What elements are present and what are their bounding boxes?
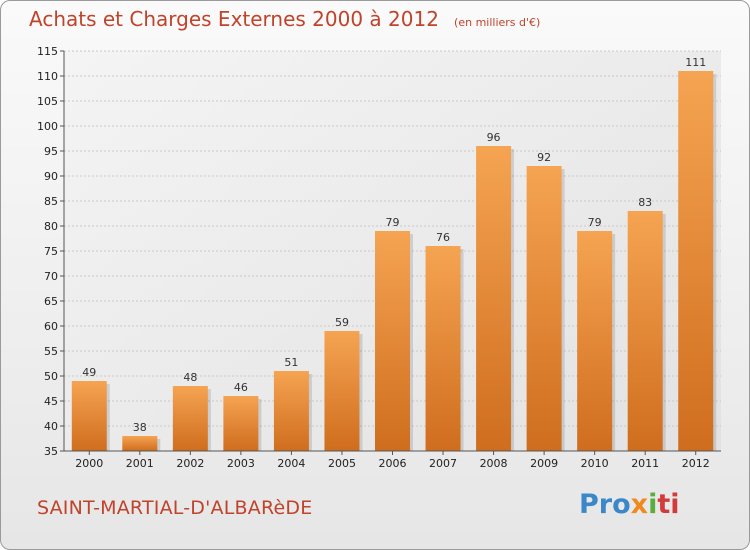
x-tick-label: 2008 [480, 457, 508, 470]
x-tick-label: 2007 [429, 457, 457, 470]
y-tick-label: 100 [37, 120, 58, 133]
y-tick-label: 85 [44, 195, 58, 208]
bar [577, 231, 613, 451]
town-name: SAINT-MARTIAL-D'ALBARèDE [37, 497, 313, 519]
proxiti-logo[interactable]: Proxiti [579, 489, 680, 520]
bar [627, 211, 663, 451]
y-tick-label: 60 [44, 320, 58, 333]
y-tick-label: 50 [44, 370, 58, 383]
x-tick-label: 2001 [126, 457, 154, 470]
bar-value-label: 38 [133, 421, 147, 434]
y-tick-label: 90 [44, 170, 58, 183]
logo-part: Pro [579, 489, 631, 520]
x-tick-label: 2005 [328, 457, 356, 470]
x-tick-label: 2011 [631, 457, 659, 470]
x-tick-label: 2010 [581, 457, 609, 470]
bar-value-label: 46 [234, 381, 248, 394]
y-tick-label: 110 [37, 70, 58, 83]
bar-value-label: 111 [685, 56, 706, 69]
x-tick-label: 2012 [682, 457, 710, 470]
logo-part: i [648, 489, 658, 520]
y-tick-label: 70 [44, 270, 58, 283]
bar [324, 331, 360, 451]
bar-value-label: 79 [588, 216, 602, 229]
y-tick-label: 75 [44, 245, 58, 258]
bar-value-label: 49 [82, 366, 96, 379]
y-tick-label: 40 [44, 420, 58, 433]
bar-value-label: 83 [638, 196, 652, 209]
bar-value-label: 79 [386, 216, 400, 229]
bar-value-label: 96 [487, 131, 501, 144]
data-labels: 49 38 48 46 51 59 79 76 96 92 79 83 111 [82, 56, 706, 434]
bar-value-label: 59 [335, 316, 349, 329]
bar [425, 246, 461, 451]
x-tick-label: 2006 [379, 457, 407, 470]
chart-title: Achats et Charges Externes 2000 à 2012 [29, 7, 439, 31]
x-tick-label: 2003 [227, 457, 255, 470]
bar [172, 386, 208, 451]
bar [122, 436, 158, 451]
bar [678, 71, 714, 451]
y-tick-label: 45 [44, 395, 58, 408]
y-tick-label: 35 [44, 445, 58, 458]
logo-part: ti [657, 489, 680, 520]
x-tick-label: 2009 [530, 457, 558, 470]
bar-value-label: 76 [436, 231, 450, 244]
y-tick-label: 105 [37, 95, 58, 108]
chart-subtitle: (en milliers d'€) [454, 16, 541, 29]
bar-value-label: 92 [537, 151, 551, 164]
bar [476, 146, 512, 451]
x-tick-label: 2002 [176, 457, 204, 470]
bar [375, 231, 410, 451]
y-tick-label: 80 [44, 220, 58, 233]
bar [223, 396, 259, 451]
y-tick-label: 55 [44, 345, 58, 358]
y-tick-label: 65 [44, 295, 58, 308]
y-tick-label: 115 [37, 45, 58, 58]
axes: 35 40 45 50 55 60 65 70 75 80 85 90 95 100 105 110 115 20… [37, 45, 721, 470]
bar-value-label: 48 [183, 371, 197, 384]
title-row: Achats et Charges Externes 2000 à 2012 (… [29, 7, 540, 31]
logo-part: x [630, 489, 649, 520]
bar [273, 371, 309, 451]
bar [526, 166, 562, 451]
bar [71, 381, 107, 451]
bars [71, 71, 717, 451]
x-tick-label: 2004 [277, 457, 305, 470]
y-tick-label: 95 [44, 145, 58, 158]
x-tick-label: 2000 [75, 457, 103, 470]
bar-value-label: 51 [284, 356, 298, 369]
